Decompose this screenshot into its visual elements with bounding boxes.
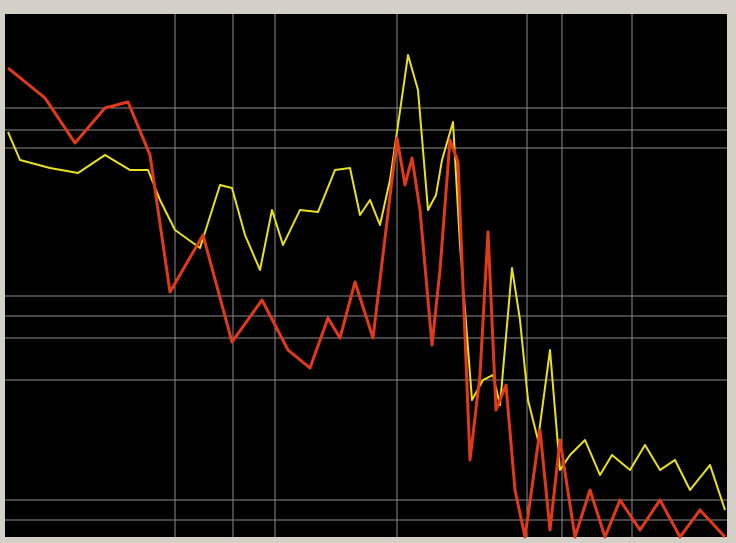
series-layer [7, 54, 727, 539]
series-line [7, 66, 727, 539]
grid [5, 14, 727, 537]
plot-area [5, 14, 727, 537]
series-line [7, 54, 726, 511]
